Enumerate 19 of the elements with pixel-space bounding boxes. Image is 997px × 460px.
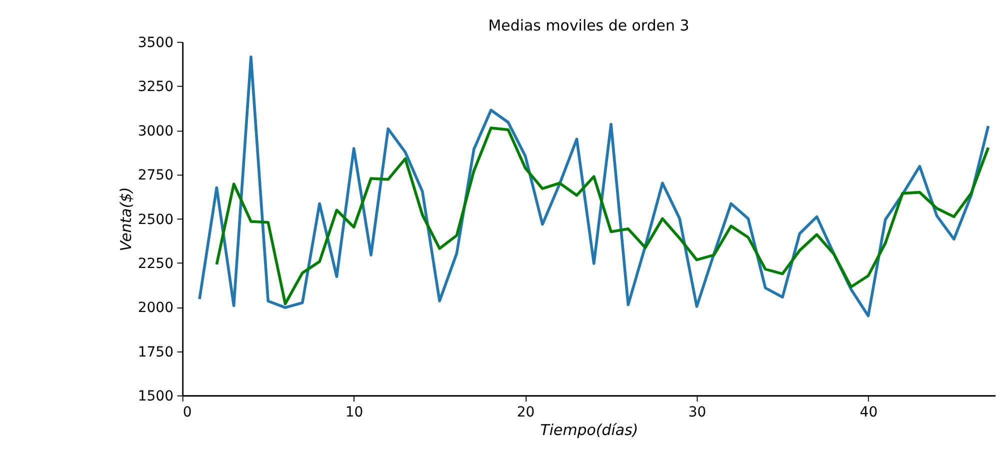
y-tick-label: 1500 (138, 388, 174, 405)
x-axis-title: Tiempo(días) (540, 421, 638, 440)
y-tick-label: 2750 (138, 168, 174, 184)
y-tick-label: 3250 (138, 79, 174, 96)
x-tick-label: 40 (860, 404, 878, 420)
y-tick-label: 2500 (138, 212, 174, 228)
y-tick-label: 1750 (138, 344, 174, 360)
x-tick-label: 30 (688, 404, 706, 420)
x-tick-label: 0 (182, 404, 192, 420)
y-tick-label: 2250 (138, 256, 174, 272)
chart-title: Medias moviles de orden 3 (488, 16, 690, 35)
line-series (198, 56, 990, 318)
line-series (215, 126, 990, 306)
y-tick-label: 3000 (138, 123, 174, 140)
y-axis-title: Venta($) (117, 186, 136, 252)
y-tick-label: 2000 (138, 300, 174, 316)
y-tick-label: 3500 (138, 35, 174, 52)
x-tick-label: 10 (345, 404, 364, 420)
x-tick-label: 20 (516, 404, 535, 420)
